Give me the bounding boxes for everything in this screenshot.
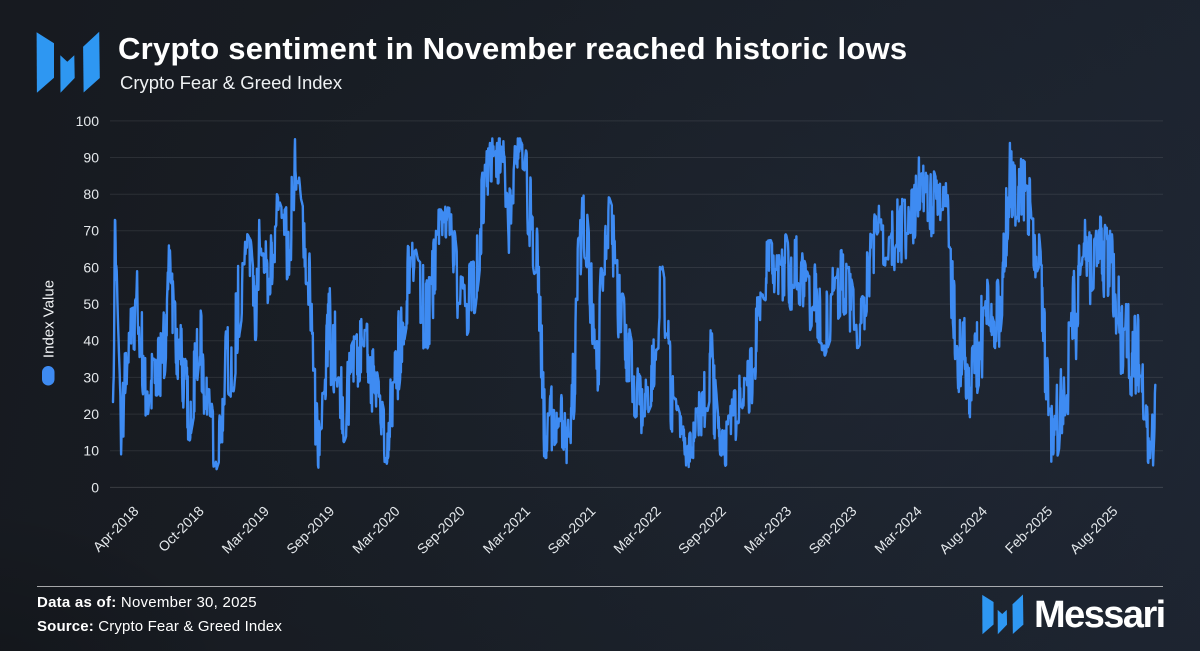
svg-text:70: 70 [83, 223, 99, 239]
svg-text:Sep-2019: Sep-2019 [283, 503, 337, 557]
svg-text:Oct-2018: Oct-2018 [155, 503, 207, 555]
svg-text:100: 100 [76, 113, 100, 129]
svg-text:50: 50 [83, 296, 99, 312]
svg-text:Aug-2024: Aug-2024 [936, 503, 990, 557]
svg-text:Sep-2021: Sep-2021 [544, 503, 598, 557]
svg-text:Mar-2020: Mar-2020 [349, 503, 403, 557]
svg-text:Index Value: Index Value [41, 280, 58, 358]
svg-text:90: 90 [83, 149, 99, 165]
svg-text:Mar-2019: Mar-2019 [218, 503, 272, 557]
svg-text:Aug-2025: Aug-2025 [1066, 503, 1120, 557]
svg-text:20: 20 [83, 406, 99, 422]
svg-text:30: 30 [83, 369, 99, 385]
svg-text:80: 80 [83, 186, 99, 202]
svg-text:60: 60 [83, 259, 99, 275]
svg-text:Sep-2023: Sep-2023 [805, 503, 859, 557]
svg-text:10: 10 [83, 443, 99, 459]
svg-text:Sep-2022: Sep-2022 [675, 503, 729, 557]
svg-text:Mar-2024: Mar-2024 [871, 503, 925, 557]
svg-text:0: 0 [91, 479, 99, 495]
svg-text:Sep-2020: Sep-2020 [414, 503, 468, 557]
svg-text:Feb-2025: Feb-2025 [1002, 503, 1056, 557]
svg-text:Mar-2021: Mar-2021 [480, 503, 534, 557]
svg-text:Mar-2023: Mar-2023 [741, 503, 795, 557]
svg-text:Apr-2018: Apr-2018 [90, 503, 142, 555]
svg-text:40: 40 [83, 333, 99, 349]
svg-text:Mar-2022: Mar-2022 [610, 503, 664, 557]
